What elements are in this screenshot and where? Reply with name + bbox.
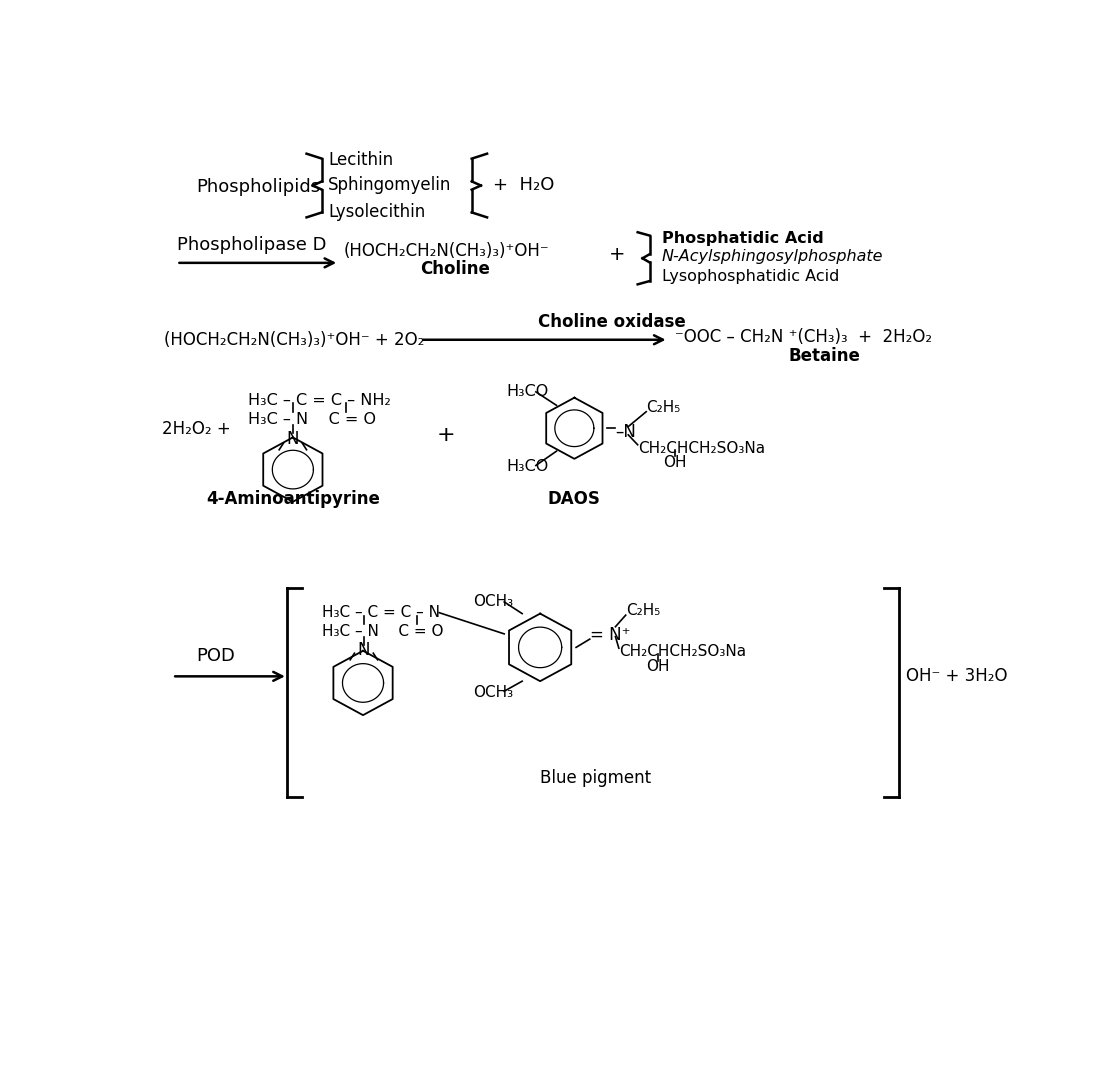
Text: POD: POD [197, 648, 235, 666]
Text: OH⁻ + 3H₂O: OH⁻ + 3H₂O [906, 667, 1008, 685]
Text: N: N [358, 641, 370, 658]
Text: –N: –N [615, 422, 636, 440]
Text: C₂H₅: C₂H₅ [626, 603, 660, 618]
Text: CH₂CHCH₂SO₃Na: CH₂CHCH₂SO₃Na [638, 440, 765, 455]
Text: OCH₃: OCH₃ [474, 685, 513, 700]
Text: 4-Aminoantipyrine: 4-Aminoantipyrine [206, 491, 380, 508]
Text: Phosphatidic Acid: Phosphatidic Acid [661, 231, 824, 246]
Text: CH₂CHCH₂SO₃Na: CH₂CHCH₂SO₃Na [619, 644, 746, 659]
Text: OH: OH [647, 659, 670, 673]
Text: +: + [437, 425, 455, 445]
Text: ⁻OOC – CH₂N ⁺(CH₃)₃  +  2H₂O₂: ⁻OOC – CH₂N ⁺(CH₃)₃ + 2H₂O₂ [676, 329, 933, 346]
Text: (HOCH₂CH₂N(CH₃)₃)⁺OH⁻: (HOCH₂CH₂N(CH₃)₃)⁺OH⁻ [343, 243, 549, 260]
Text: +  H₂O: + H₂O [493, 176, 554, 194]
Text: = N⁺: = N⁺ [590, 626, 630, 644]
Text: Choline: Choline [421, 261, 490, 278]
Text: Lysophosphatidic Acid: Lysophosphatidic Acid [661, 268, 839, 284]
Text: H₃C – N    C = O: H₃C – N C = O [247, 412, 375, 427]
Text: Phospholipase D: Phospholipase D [177, 235, 326, 253]
Text: +: + [608, 245, 625, 264]
Text: H₃C – C = C – NH₂: H₃C – C = C – NH₂ [247, 393, 391, 408]
Text: DAOS: DAOS [548, 491, 601, 508]
Text: H₃C – C = C – N: H₃C – C = C – N [322, 605, 440, 620]
Text: Lysolecithin: Lysolecithin [328, 203, 425, 220]
Text: H₃CO: H₃CO [506, 384, 549, 400]
Text: Sphingomyelin: Sphingomyelin [328, 176, 452, 194]
Text: H₃C – N    C = O: H₃C – N C = O [322, 624, 444, 639]
Text: 2H₂O₂ +: 2H₂O₂ + [162, 420, 231, 438]
Text: Phospholipids: Phospholipids [197, 178, 320, 195]
Text: OH: OH [664, 454, 687, 469]
Text: H₃CO: H₃CO [506, 459, 549, 474]
Text: (HOCH₂CH₂N(CH₃)₃)⁺OH⁻ + 2O₂: (HOCH₂CH₂N(CH₃)₃)⁺OH⁻ + 2O₂ [163, 331, 424, 349]
Text: C₂H₅: C₂H₅ [646, 401, 680, 415]
Text: Choline oxidase: Choline oxidase [539, 314, 687, 332]
Text: N: N [287, 430, 299, 448]
Text: Lecithin: Lecithin [328, 151, 393, 170]
Text: OCH₃: OCH₃ [474, 594, 513, 609]
Text: Betaine: Betaine [788, 347, 860, 365]
Text: Blue pigment: Blue pigment [540, 769, 651, 787]
Text: N-Acylsphingosylphosphate: N-Acylsphingosylphosphate [661, 249, 883, 264]
